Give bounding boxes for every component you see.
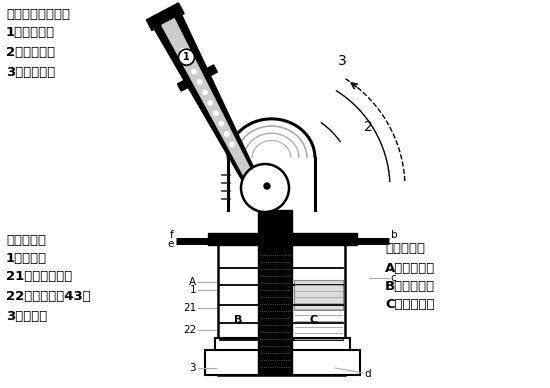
Text: 3: 3 — [189, 363, 196, 373]
Circle shape — [203, 90, 207, 95]
Polygon shape — [146, 3, 184, 31]
Circle shape — [179, 49, 195, 65]
Polygon shape — [162, 19, 256, 184]
Text: B: B — [234, 315, 242, 325]
Text: 22: 22 — [183, 325, 196, 335]
Bar — [258, 210, 292, 237]
Text: 2、驻车位置: 2、驻车位置 — [6, 46, 55, 59]
Text: c: c — [390, 273, 396, 283]
Circle shape — [192, 69, 196, 74]
Text: 对应气室：: 对应气室： — [385, 242, 425, 255]
Text: 22、接挂车阀43口: 22、接挂车阀43口 — [6, 290, 91, 303]
Circle shape — [264, 183, 270, 189]
Circle shape — [214, 111, 218, 115]
Circle shape — [197, 80, 202, 84]
Text: A: A — [189, 277, 196, 287]
Text: 3: 3 — [338, 54, 347, 68]
Text: B、制动气室: B、制动气室 — [385, 280, 435, 293]
Text: 3、排气口: 3、排气口 — [6, 310, 47, 323]
Text: 21: 21 — [183, 303, 196, 313]
Circle shape — [230, 142, 234, 147]
Circle shape — [208, 100, 213, 105]
Circle shape — [181, 48, 185, 53]
Text: f: f — [170, 230, 174, 240]
Text: C、制动气室: C、制动气室 — [385, 298, 435, 311]
Text: d: d — [364, 369, 371, 379]
Bar — [258, 236, 292, 374]
Bar — [218, 235, 345, 375]
Circle shape — [241, 164, 289, 212]
Text: 2: 2 — [364, 120, 373, 134]
Text: A、弹簧气室: A、弹簧气室 — [385, 262, 435, 275]
Text: 操纵杆移动位置：: 操纵杆移动位置： — [6, 8, 70, 21]
Text: b: b — [391, 230, 398, 240]
Text: 3、检测位置: 3、检测位置 — [6, 66, 55, 79]
Bar — [294, 280, 343, 310]
Polygon shape — [155, 15, 259, 185]
Bar — [205, 350, 360, 375]
Bar — [205, 65, 217, 77]
Text: 21、接驻车制动: 21、接驻车制动 — [6, 270, 72, 283]
Circle shape — [186, 59, 191, 63]
Text: 1、行车位置: 1、行车位置 — [6, 26, 55, 39]
Bar — [178, 79, 190, 91]
Bar — [215, 338, 350, 352]
Text: 1: 1 — [189, 285, 196, 295]
Text: e: e — [168, 239, 174, 249]
Circle shape — [219, 121, 223, 126]
Text: C: C — [310, 315, 317, 325]
Circle shape — [224, 132, 229, 136]
Bar — [208, 233, 357, 245]
Text: 对应接口：: 对应接口： — [6, 234, 46, 247]
Text: 1: 1 — [183, 52, 190, 62]
Text: 1、气源口: 1、气源口 — [6, 252, 47, 265]
